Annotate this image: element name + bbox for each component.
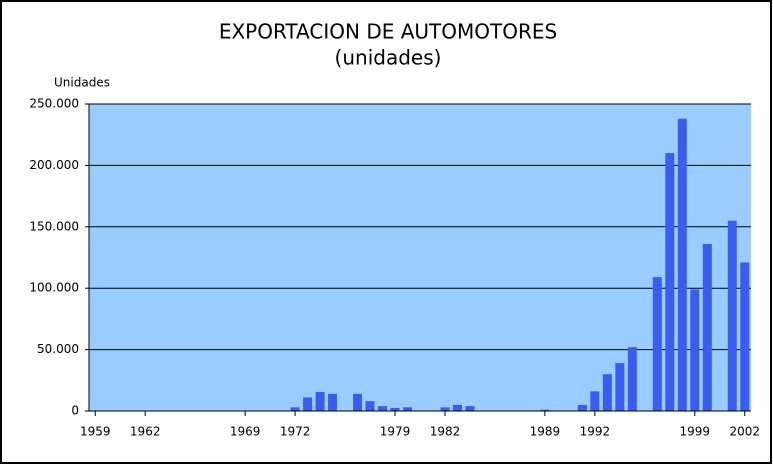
x-tick-label: 1972 [280, 425, 311, 439]
y-tick-label: 150.000 [29, 219, 79, 233]
bar [390, 407, 400, 411]
bar [602, 374, 612, 411]
bar [290, 407, 300, 411]
x-tick-label: 1989 [530, 425, 561, 439]
bar [353, 393, 363, 411]
y-tick-label: 50.000 [37, 342, 79, 356]
bar [652, 277, 662, 411]
bar [440, 407, 450, 411]
bar [690, 289, 700, 411]
y-tick-label: 0 [71, 404, 79, 418]
chart-subtitle: (unidades) [335, 46, 442, 70]
bar [403, 407, 413, 411]
x-tick-label: 1979 [380, 425, 411, 439]
bar [627, 347, 637, 411]
x-tick-label: 1969 [230, 425, 261, 439]
x-tick-label: 1992 [580, 425, 611, 439]
x-tick-label: 1962 [130, 425, 161, 439]
bar [740, 262, 750, 411]
y-tick-label: 250.000 [29, 97, 79, 111]
bar [452, 404, 462, 411]
bar [665, 153, 675, 411]
x-tick-label: 1982 [430, 425, 461, 439]
bar [315, 391, 325, 411]
x-tick-label: 1959 [80, 425, 111, 439]
y-axis-label: Unidades [54, 76, 110, 90]
y-tick-label: 200.000 [29, 158, 79, 172]
bar [328, 393, 338, 411]
bar [303, 397, 313, 411]
bar [590, 391, 600, 411]
bar [577, 404, 587, 411]
chart-title: EXPORTACION DE AUTOMOTORES [219, 20, 557, 44]
bar [727, 220, 737, 411]
bar [365, 401, 375, 411]
x-tick-label: 1999 [680, 425, 711, 439]
bar [615, 363, 625, 411]
bar [378, 406, 388, 411]
bar [677, 118, 687, 412]
x-tick-label: 2002 [729, 425, 760, 439]
y-tick-label: 100.000 [29, 281, 79, 295]
bar [540, 409, 550, 411]
plot-area [89, 104, 751, 411]
bar [465, 406, 475, 411]
bar [702, 243, 712, 411]
